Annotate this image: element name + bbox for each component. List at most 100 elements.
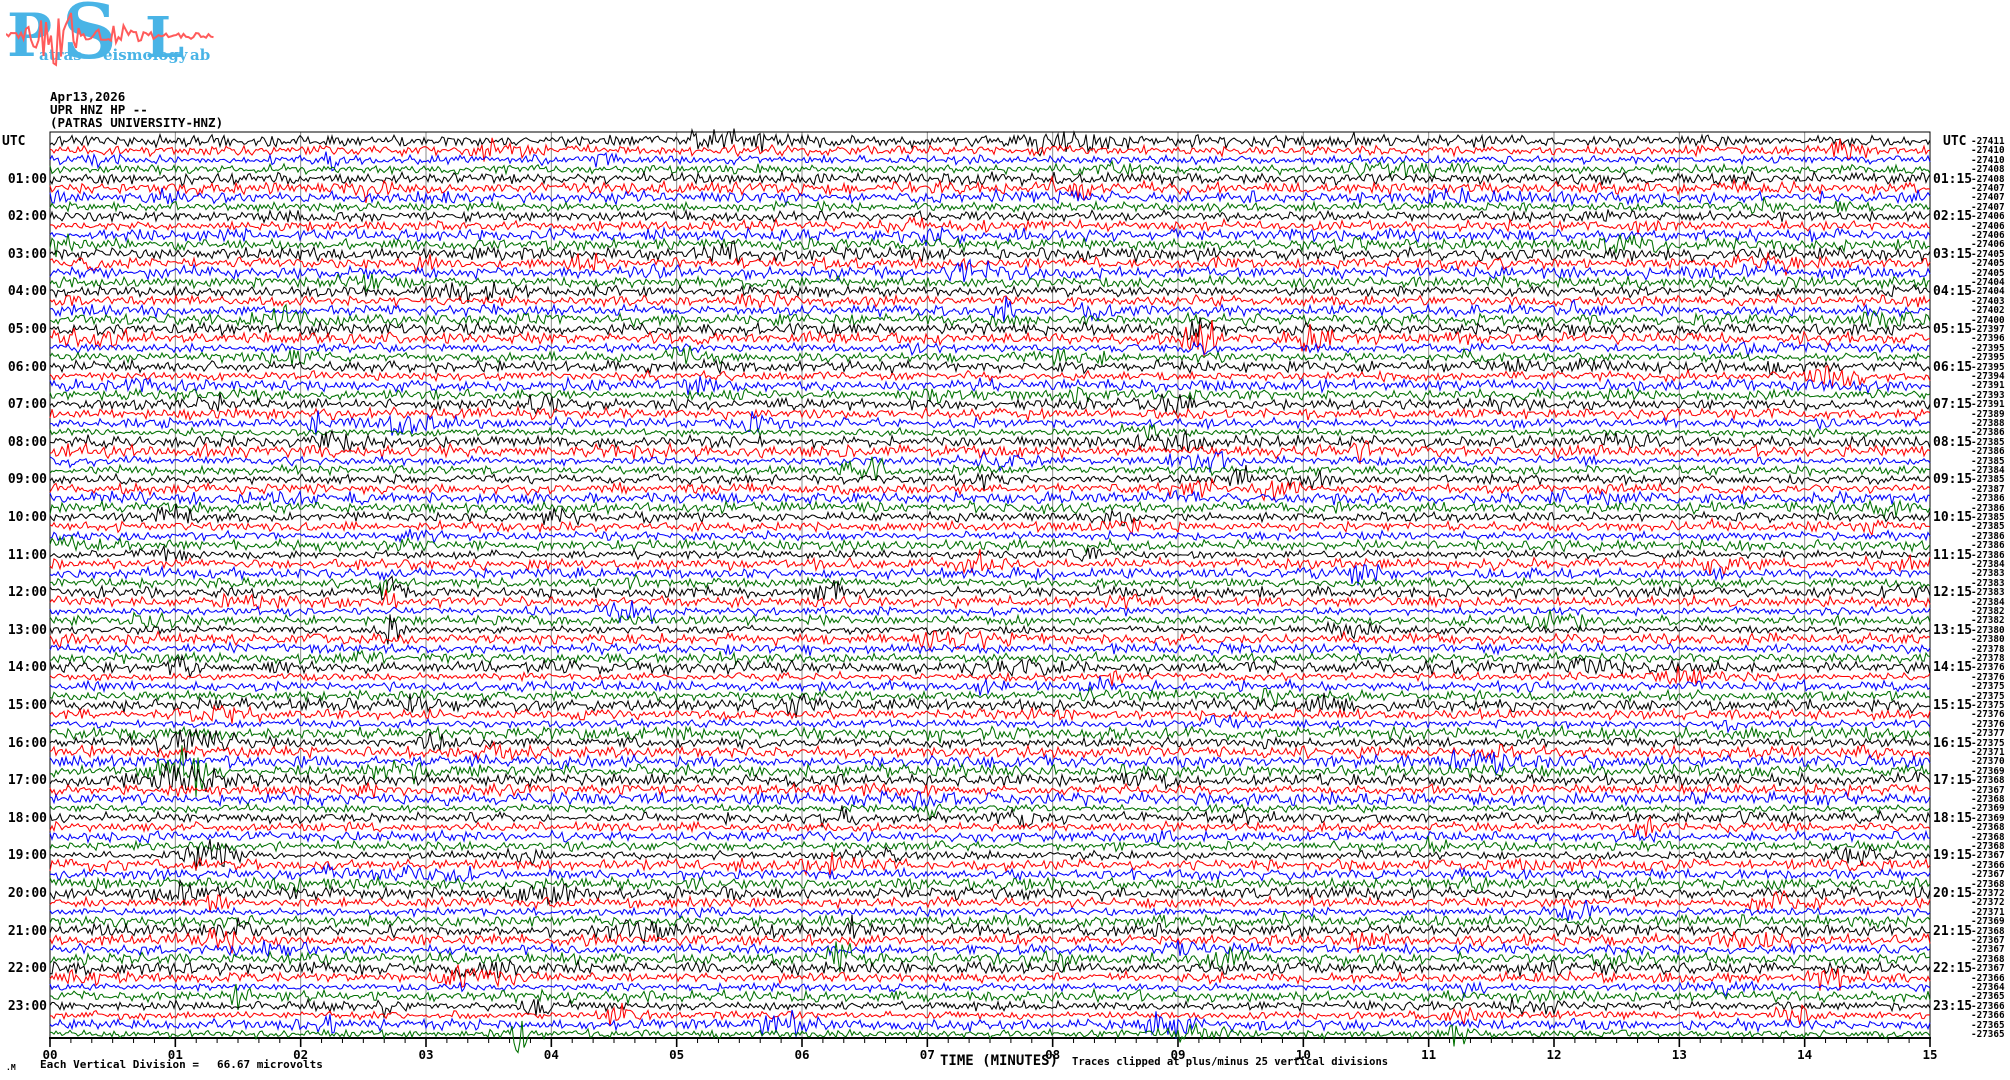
trace-offset-value: -27385 — [1971, 474, 2005, 486]
trace-offset-value: -27368 — [1971, 841, 2005, 852]
seismogram-trace — [49, 225, 1931, 246]
margin-marker: .M — [6, 1063, 16, 1072]
trace-offset-value: -27385 — [1971, 512, 2005, 523]
minute-tick-label: 12 — [1546, 1047, 1562, 1062]
trace-offset-value: -27385 — [1971, 521, 2005, 533]
trace-offset-value: -27367 — [1971, 869, 2005, 881]
trace-offset-value: -27368 — [1971, 831, 2005, 843]
trace-offset-value: -27384 — [1971, 465, 2005, 476]
trace-offset-value: -27386 — [1971, 446, 2005, 458]
seismogram-trace — [49, 392, 1931, 416]
seismogram-trace — [49, 889, 1931, 913]
seismogram-trace — [49, 875, 1931, 894]
seismogram-trace — [49, 340, 1931, 357]
minute-tick-label: 04 — [543, 1047, 559, 1062]
hour-label-right: 17:15 — [1933, 773, 1973, 789]
trace-offset-value: -27406 — [1971, 239, 2005, 251]
seismogram-trace — [49, 928, 1931, 954]
seismogram-trace — [49, 703, 1931, 724]
trace-offset-value: -27368 — [1971, 878, 2005, 890]
trace-offset-value: -27365 — [1971, 1029, 2005, 1040]
hour-label-right: 22:15 — [1933, 961, 1973, 977]
seismogram-trace — [49, 862, 1931, 884]
minute-tick-label: 10 — [1295, 1047, 1311, 1062]
seismogram-trace — [49, 713, 1931, 735]
seismogram-trace — [49, 740, 1931, 762]
seismogram-trace — [49, 317, 1931, 341]
hour-label-right: 15:15 — [1933, 698, 1973, 713]
seismogram-trace — [49, 365, 1931, 389]
trace-offset-value: -27407 — [1971, 201, 2005, 213]
trace-offset-value: -27403 — [1971, 295, 2005, 307]
trace-offset-value: -27369 — [1971, 812, 2005, 824]
seismogram-trace — [49, 428, 1931, 454]
trace-offset-value: -27411 — [1971, 136, 2005, 147]
seismogram-trace — [49, 137, 1931, 162]
seismogram-trace — [49, 762, 1931, 793]
seismogram-trace — [49, 503, 1931, 527]
scale-value: 66.67 microvolts — [216, 1058, 323, 1071]
trace-offset-value: -27387 — [1971, 483, 2005, 495]
seismogram-trace — [49, 544, 1931, 563]
trace-offset-value: -27364 — [1971, 982, 2005, 993]
seismogram-trace — [49, 187, 1931, 207]
hour-label-left: 06:00 — [7, 359, 47, 375]
seismogram-trace — [49, 1009, 1931, 1039]
seismogram-trace — [49, 805, 1931, 831]
hour-label-right: 11:15 — [1933, 547, 1973, 563]
trace-offset-value: -27404 — [1971, 277, 2005, 288]
hour-label-right: 07:15 — [1933, 397, 1973, 413]
trace-offset-value: -27371 — [1971, 747, 2005, 758]
trace-offset-value: -27375 — [1971, 737, 2005, 749]
channel-label: UPR HNZ HP -- — [50, 102, 148, 117]
minute-tick-label: 08 — [1045, 1047, 1061, 1062]
trace-offset-value: -27375 — [1971, 700, 2005, 711]
minute-tick-label: 05 — [669, 1047, 685, 1062]
trace-offset-value: -27385 — [1971, 455, 2005, 467]
logo-waveform — [6, 12, 214, 67]
trace-offset-value: -27395 — [1971, 361, 2005, 373]
seismogram-trace — [49, 516, 1931, 537]
trace-offset-value: -27384 — [1971, 596, 2005, 608]
trace-offset-value: -27386 — [1971, 540, 2005, 552]
seismogram-trace — [49, 159, 1931, 179]
trace-offset-value: -27376 — [1971, 662, 2005, 674]
trace-offset-value: -27394 — [1971, 371, 2005, 382]
hour-label-left: 11:00 — [7, 547, 47, 563]
seismogram-trace — [49, 816, 1931, 838]
seismogram-trace — [49, 940, 1931, 958]
trace-offset-value: -27410 — [1971, 145, 2005, 157]
seismogram-trace — [49, 675, 1931, 696]
seismogram-trace — [49, 614, 1931, 645]
scale-label: Each Vertical Division = — [40, 1058, 199, 1071]
hour-label-right: 08:15 — [1933, 434, 1973, 450]
trace-offset-value: -27383 — [1971, 568, 2005, 580]
trace-offset-value: -27405 — [1971, 248, 2005, 260]
trace-offset-value: -27391 — [1971, 380, 2005, 392]
seismogram-trace — [49, 534, 1931, 555]
hour-label-left: 02:00 — [7, 209, 47, 225]
trace-offset-value: -27366 — [1971, 1000, 2005, 1012]
trace-offset-value: -27386 — [1971, 493, 2005, 505]
trace-offset-value: -27365 — [1971, 1019, 2005, 1031]
minute-tick-label: 09 — [1170, 1047, 1186, 1062]
trace-offset-value: -27407 — [1971, 192, 2005, 204]
hour-label-left: 22:00 — [7, 961, 47, 977]
hour-label-left: 19:00 — [7, 848, 47, 864]
seismogram-trace — [49, 258, 1931, 283]
seismogram-trace — [49, 727, 1931, 761]
seismogram-trace — [49, 548, 1931, 576]
trace-offset-value: -27407 — [1971, 183, 2005, 194]
seismogram-trace — [49, 216, 1931, 235]
trace-offset-value: -27368 — [1971, 822, 2005, 834]
utc-label-right: UTC — [1943, 134, 1967, 149]
hour-label-left: 07:00 — [7, 397, 47, 413]
hour-label-left: 21:00 — [7, 923, 47, 939]
seismogram-trace — [49, 653, 1931, 679]
date-label: Apr13,2026 — [50, 89, 126, 104]
seismogram-trace — [49, 649, 1931, 667]
seismogram-trace — [49, 910, 1931, 930]
minute-tick-label: 14 — [1797, 1047, 1813, 1062]
trace-offset-value: -27410 — [1971, 154, 2005, 166]
seismogram-trace — [49, 724, 1931, 744]
